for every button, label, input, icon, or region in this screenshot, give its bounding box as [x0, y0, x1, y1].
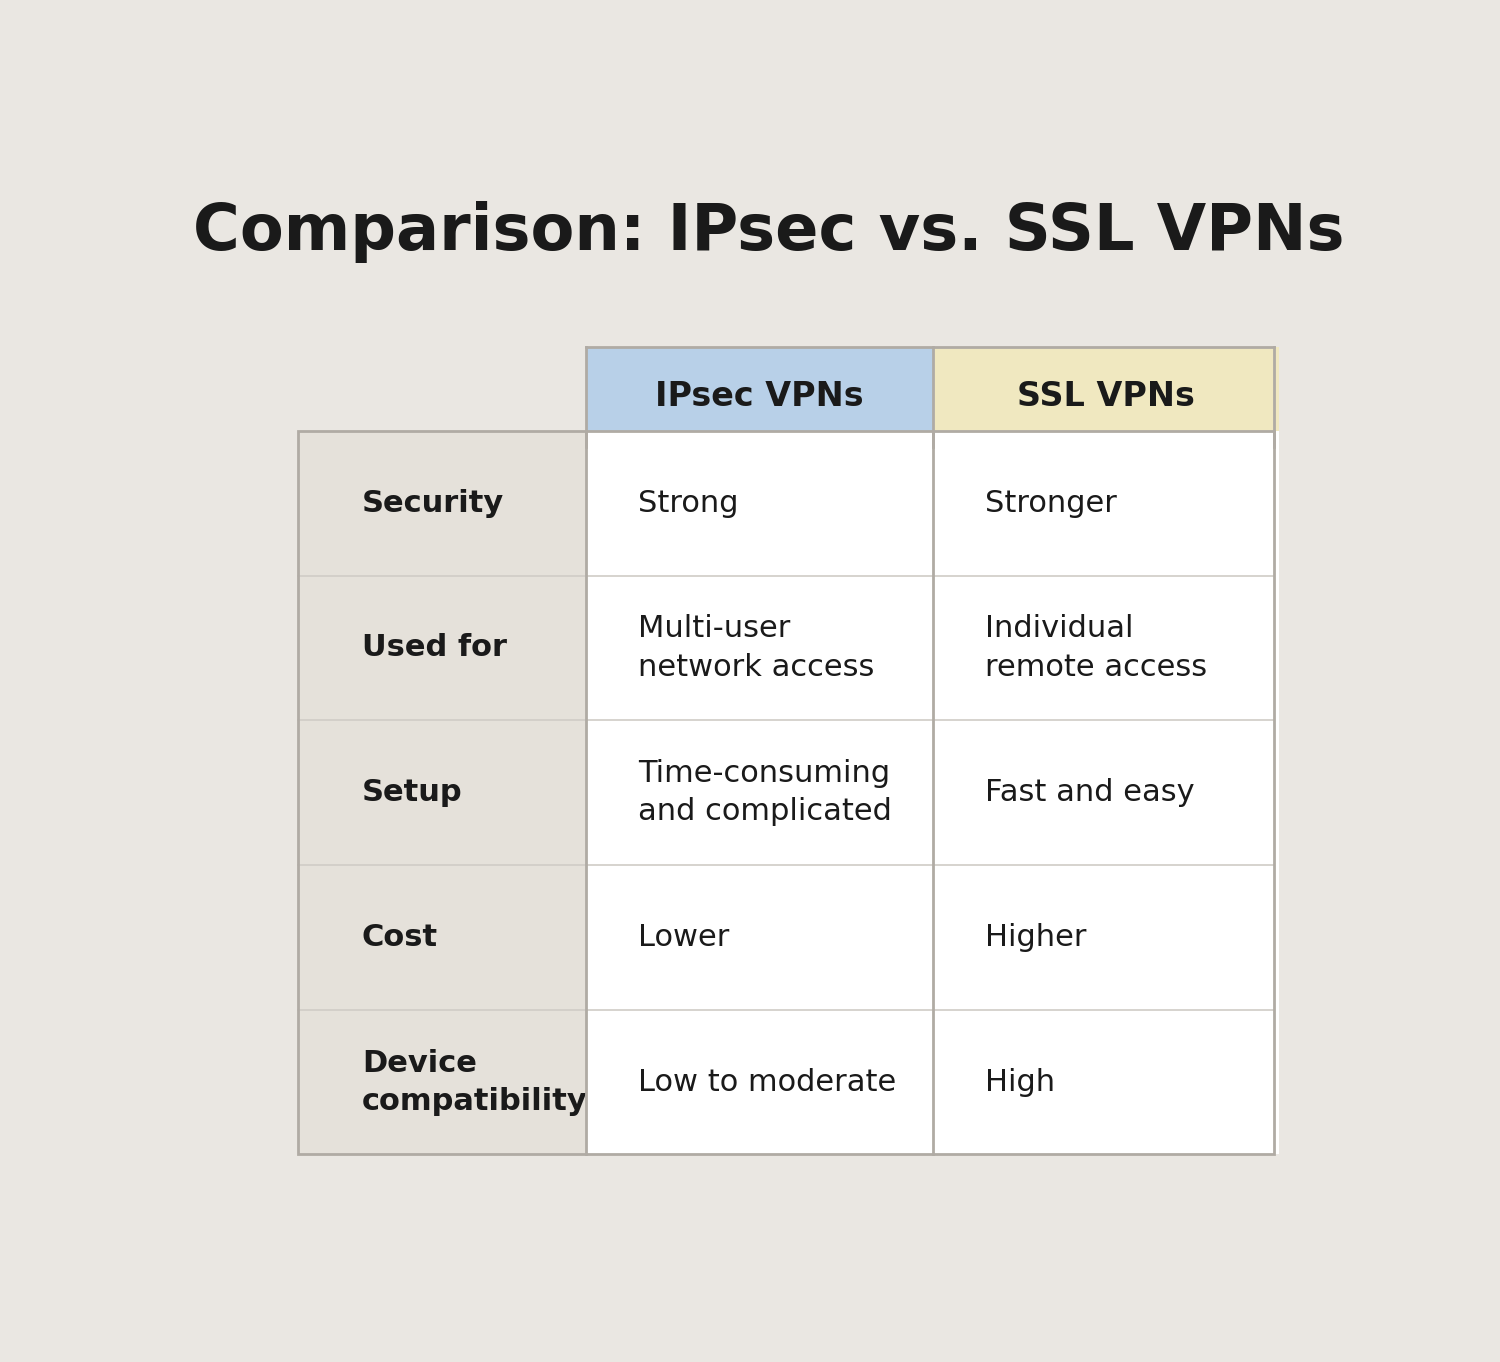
- FancyBboxPatch shape: [586, 865, 933, 1009]
- FancyBboxPatch shape: [586, 1009, 933, 1155]
- Text: IPsec VPNs: IPsec VPNs: [656, 380, 864, 413]
- Text: SSL VPNs: SSL VPNs: [1017, 380, 1196, 413]
- Text: Fast and easy: Fast and easy: [986, 778, 1194, 808]
- FancyBboxPatch shape: [298, 720, 586, 865]
- FancyBboxPatch shape: [586, 347, 933, 447]
- FancyBboxPatch shape: [298, 430, 1275, 1155]
- Text: Security: Security: [362, 489, 504, 518]
- FancyBboxPatch shape: [933, 1009, 1280, 1155]
- Text: Stronger: Stronger: [986, 489, 1118, 518]
- Text: Strong: Strong: [639, 489, 740, 518]
- FancyBboxPatch shape: [586, 720, 933, 865]
- Text: Used for: Used for: [362, 633, 507, 662]
- Text: Setup: Setup: [362, 778, 462, 808]
- FancyBboxPatch shape: [933, 720, 1280, 865]
- FancyBboxPatch shape: [298, 865, 586, 1009]
- FancyBboxPatch shape: [933, 576, 1280, 720]
- Text: Cost: Cost: [362, 923, 438, 952]
- Text: Time-consuming
and complicated: Time-consuming and complicated: [639, 759, 892, 827]
- Text: Comparison: IPsec vs. SSL VPNs: Comparison: IPsec vs. SSL VPNs: [194, 200, 1344, 263]
- Text: High: High: [986, 1068, 1054, 1096]
- FancyBboxPatch shape: [586, 430, 933, 576]
- Text: Low to moderate: Low to moderate: [639, 1068, 897, 1096]
- FancyBboxPatch shape: [298, 576, 586, 720]
- Text: Device
compatibility: Device compatibility: [362, 1049, 588, 1115]
- FancyBboxPatch shape: [933, 430, 1280, 576]
- FancyBboxPatch shape: [586, 576, 933, 720]
- FancyBboxPatch shape: [298, 1009, 586, 1155]
- FancyBboxPatch shape: [933, 347, 1280, 447]
- FancyBboxPatch shape: [298, 430, 586, 576]
- Text: Multi-user
network access: Multi-user network access: [639, 614, 874, 681]
- Text: Individual
remote access: Individual remote access: [986, 614, 1208, 681]
- Text: Lower: Lower: [639, 923, 729, 952]
- FancyBboxPatch shape: [933, 865, 1280, 1009]
- Text: Higher: Higher: [986, 923, 1086, 952]
